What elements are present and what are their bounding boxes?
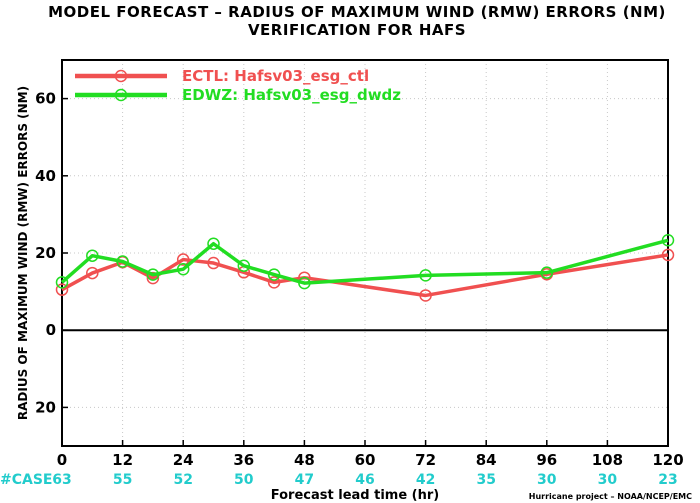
x-tick-label-12: 12 (112, 451, 133, 469)
y-tick-label--20: 20 (35, 398, 56, 416)
series-1-point-18 (146, 268, 160, 281)
series-lines (55, 234, 675, 302)
series-1-point-48 (298, 276, 311, 290)
case-count-60: 46 (355, 472, 374, 488)
case-counts: 63 55 52 50 47 46 42 35 30 30 23 (52, 472, 677, 488)
case-count-84: 35 (476, 472, 495, 488)
series-1-point-36 (237, 259, 251, 272)
x-axis-ticks: 0 12 24 36 48 60 72 84 96 108 120 (57, 440, 684, 469)
y-tick-label-20: 20 (35, 244, 56, 262)
series-0-point-120 (661, 248, 675, 262)
x-tick-label-24: 24 (173, 451, 194, 469)
chart-subtitle: VERIFICATION FOR HAFS (248, 21, 466, 39)
case-count-120: 23 (658, 472, 677, 488)
x-tick-label-48: 48 (294, 451, 315, 469)
series-0-point-18 (146, 271, 160, 285)
legend-marker-1 (114, 88, 128, 102)
x-tick-label-84: 84 (476, 451, 497, 469)
case-count-0: 63 (52, 472, 71, 488)
series-1-point-30 (207, 237, 220, 250)
series-1-point-24 (176, 262, 190, 276)
x-tick-label-36: 36 (233, 451, 254, 469)
case-count-72: 42 (416, 472, 435, 488)
series-0-point-30 (207, 256, 220, 270)
x-axis-label: Forecast lead time (hr) (271, 488, 439, 503)
case-label: #CASE (0, 472, 53, 488)
series-0-point-42 (267, 276, 281, 289)
case-count-96: 30 (537, 472, 557, 488)
case-count-108: 30 (598, 472, 618, 488)
case-count-12: 55 (113, 472, 132, 488)
series-0-point-72 (419, 289, 432, 302)
series-1-point-120 (661, 234, 675, 247)
y-axis-ticks: 20 0 20 40 60 (35, 90, 68, 416)
case-count-48: 47 (295, 472, 314, 488)
chart-title: MODEL FORECAST – RADIUS OF MAXIMUM WIND … (48, 3, 666, 21)
y-tick-label-0: 0 (46, 321, 56, 339)
x-tick-label-120: 120 (652, 451, 683, 469)
x-tick-label-96: 96 (536, 451, 557, 469)
series-0-point-6 (86, 266, 99, 280)
legend-marker-0 (114, 69, 128, 83)
series-0-point-24 (176, 253, 190, 266)
legend-label-1: EDWZ: Hafsv03_esg_dwdz (182, 86, 401, 104)
series-1-point-6 (86, 249, 99, 262)
x-tick-label-72: 72 (415, 451, 436, 469)
case-count-24: 52 (173, 472, 192, 488)
y-tick-label-40: 40 (35, 167, 56, 185)
case-count-36: 50 (234, 472, 254, 488)
series-0-point-0 (55, 283, 69, 296)
series-1-point-0 (55, 276, 69, 289)
credit-text: Hurricane project – NOAA/NCEP/EMC (529, 492, 692, 501)
series-1-point-42 (267, 268, 281, 281)
y-axis-label: RADIUS OF MAXIMUM WIND (RMW) ERRORS (NM) (16, 86, 30, 420)
x-tick-label-0: 0 (57, 451, 67, 469)
series-1-point-12 (116, 255, 129, 268)
grid-lines (62, 60, 668, 446)
series-1-point-72 (419, 269, 432, 282)
x-tick-label-60: 60 (355, 451, 376, 469)
y-tick-label-60: 60 (35, 90, 56, 108)
x-tick-label-108: 108 (592, 451, 623, 469)
series-1-point-96 (540, 266, 554, 279)
legend-label-0: ECTL: Hafsv03_esg_ctl (182, 67, 369, 85)
